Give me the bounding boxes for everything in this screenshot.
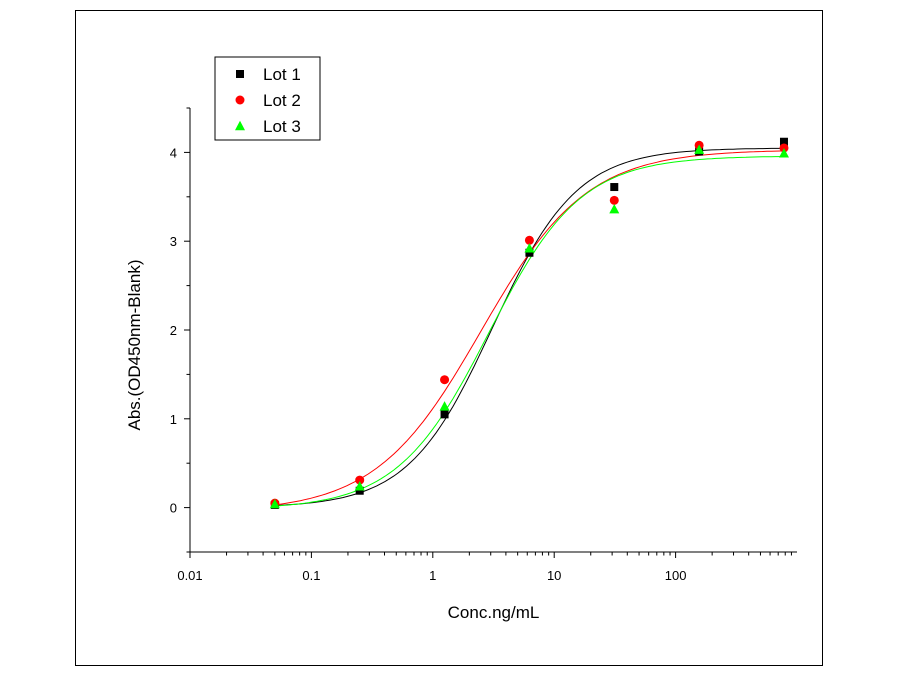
data-markers: [269, 137, 789, 509]
data-point: [355, 475, 365, 485]
data-point: [609, 204, 620, 214]
y-tick-label: 0: [170, 501, 177, 516]
legend-marker: [236, 70, 244, 78]
data-point: [524, 243, 535, 253]
x-tick-label: 100: [665, 568, 687, 583]
data-point: [778, 148, 789, 158]
legend: Lot 1 Lot 2 Lot 3: [214, 56, 321, 141]
y-axis-label: Abs.(OD450nm-Blank): [125, 259, 144, 430]
data-point: [354, 481, 365, 491]
data-point: [269, 498, 280, 509]
fit-curve: [274, 150, 785, 506]
data-point: [610, 183, 619, 192]
x-tick-label: 10: [547, 568, 561, 583]
data-point: [440, 375, 450, 385]
legend-marker: [235, 95, 245, 105]
y-tick-label: 2: [170, 323, 177, 338]
data-point: [355, 486, 364, 495]
data-point: [525, 248, 534, 257]
x-axis-label: Conc.ng/mL: [448, 603, 540, 622]
axes: 0.01 0.1 1 10 100 0 1 2 3 4: [170, 107, 797, 583]
data-point: [779, 143, 789, 153]
y-tick-label: 1: [170, 412, 177, 427]
fit-curve: [274, 156, 785, 507]
data-point: [779, 137, 788, 146]
data-point: [524, 235, 534, 245]
legend-label: Lot 3: [263, 117, 301, 136]
legend-label: Lot 1: [263, 65, 301, 84]
fit-curve: [274, 147, 785, 506]
x-tick-label: 0.01: [177, 568, 202, 583]
data-point: [609, 195, 619, 205]
y-tick-label: 4: [170, 145, 177, 160]
legend-marker: [235, 120, 245, 131]
data-point: [694, 144, 705, 154]
legend-box: [214, 56, 321, 141]
chart-frame: [75, 10, 823, 666]
y-tick-label: 3: [170, 234, 177, 249]
data-point: [440, 410, 449, 419]
legend-label: Lot 2: [263, 91, 301, 110]
data-point: [439, 401, 450, 411]
x-tick-label: 0.1: [302, 568, 320, 583]
fit-curves: [274, 147, 785, 507]
x-tick-label: 1: [429, 568, 436, 583]
